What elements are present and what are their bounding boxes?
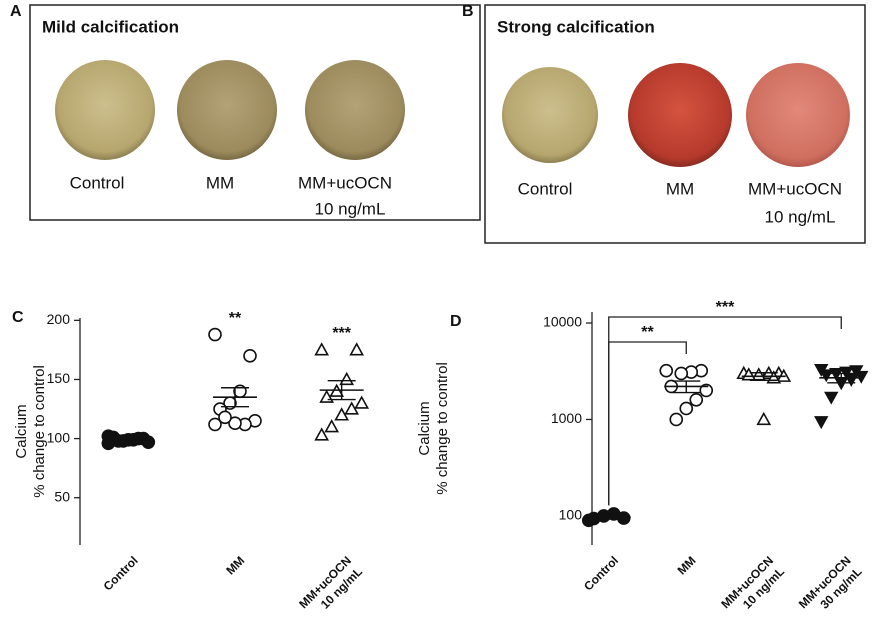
panel-title: Strong calcification xyxy=(497,17,655,36)
y-tick-label: 50 xyxy=(54,488,70,504)
data-point xyxy=(659,363,674,378)
well-label: 10 ng/mL xyxy=(765,207,836,226)
significance-label: *** xyxy=(716,299,735,316)
y-axis-label: Calcium xyxy=(416,401,433,455)
data-point xyxy=(699,383,714,398)
data-point xyxy=(208,327,222,342)
panel-letter: D xyxy=(450,313,462,330)
y-tick-label: 1000 xyxy=(551,410,582,426)
y-axis-label: % change to control xyxy=(434,362,451,495)
y-tick-label: 200 xyxy=(47,311,71,327)
y-tick-label: 150 xyxy=(47,370,71,386)
data-point xyxy=(354,395,370,409)
data-point xyxy=(324,419,340,433)
well-label: 10 ng/mL xyxy=(315,199,386,218)
data-point xyxy=(669,412,684,427)
data-point xyxy=(756,411,772,426)
panel-frame xyxy=(29,4,481,221)
x-tick-label: Control xyxy=(581,553,621,593)
well-label: MM+ucOCN xyxy=(298,173,392,192)
data-point xyxy=(839,366,854,380)
well-label: MM xyxy=(666,179,694,198)
data-point xyxy=(844,373,859,387)
data-point xyxy=(314,342,330,356)
well-photo xyxy=(628,63,732,167)
panel-letter: A xyxy=(10,3,22,20)
well-photo xyxy=(502,67,598,163)
significance-label: *** xyxy=(332,325,351,342)
data-point xyxy=(349,342,365,356)
panel-letter: C xyxy=(12,309,24,326)
panel-title: Mild calcification xyxy=(42,17,179,36)
well-label: Control xyxy=(518,179,573,198)
x-tick-label: MM xyxy=(223,553,247,577)
well-photo xyxy=(746,63,850,167)
well-photo xyxy=(55,60,155,160)
panel-a: A Mild calcification Control MM MM+ucOCN… xyxy=(10,3,481,221)
data-point xyxy=(314,427,330,441)
data-point xyxy=(674,366,689,381)
well-label: MM+ucOCN xyxy=(748,179,842,198)
data-point xyxy=(334,407,350,421)
y-tick-label: 10000 xyxy=(543,314,582,330)
x-tick-label: Control xyxy=(101,553,141,593)
x-tick-label: MM xyxy=(675,553,699,577)
data-point xyxy=(339,371,355,386)
data-point xyxy=(689,392,704,407)
y-axis-label: % change to control xyxy=(31,365,48,498)
data-point xyxy=(824,391,839,405)
y-tick-label: 100 xyxy=(559,507,583,523)
y-tick-label: 100 xyxy=(47,429,71,445)
well-photo xyxy=(177,60,277,160)
well-photo xyxy=(305,60,405,160)
panel-letter: B xyxy=(462,3,474,20)
data-point xyxy=(208,417,222,432)
y-axis-label: Calcium xyxy=(13,404,30,458)
data-point xyxy=(344,401,360,415)
panel-b: B Strong calcification Control MM MM+ucO… xyxy=(462,3,866,244)
significance-bracket xyxy=(608,316,842,506)
data-point xyxy=(819,369,834,383)
panel-frame xyxy=(484,4,866,244)
data-point xyxy=(814,416,829,430)
significance-label: ** xyxy=(641,324,654,341)
significance-label: ** xyxy=(229,310,242,327)
data-point xyxy=(854,370,869,384)
well-label: Control xyxy=(70,173,125,192)
data-point xyxy=(679,401,694,416)
well-label: MM xyxy=(206,173,234,192)
data-point xyxy=(243,349,257,363)
data-point xyxy=(228,416,242,431)
data-point xyxy=(218,410,232,425)
